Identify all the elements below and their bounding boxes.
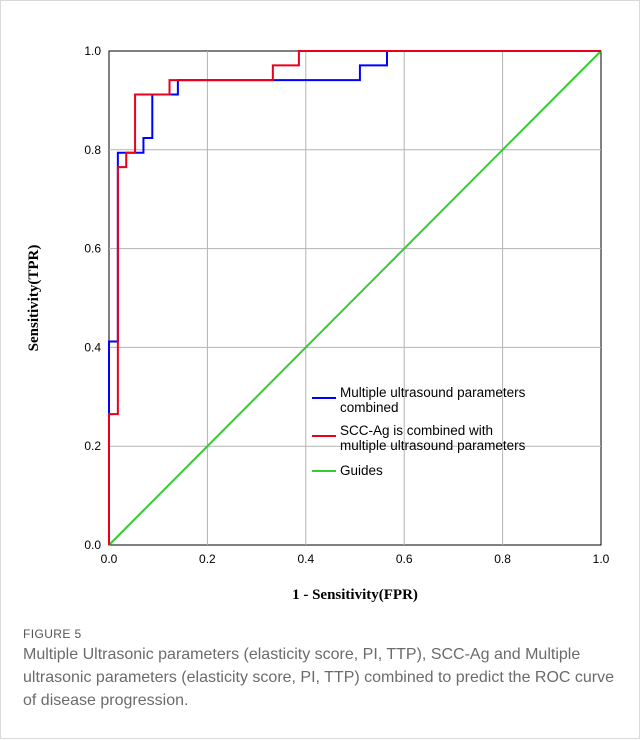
y-tick-label: 0.8 [84,143,101,157]
series-line-guides [108,50,602,546]
roc-chart: 0.0 0.2 0.4 0.6 0.8 1.0 0.0 0.2 0.4 0.6 0.8 1.0 1 -… [26,44,610,603]
x-tick-label: 0.4 [297,552,314,566]
figure-caption-text: Multiple Ultrasonic parameters (elastici… [23,646,615,709]
y-tick-label: 0.6 [84,242,101,256]
grid-lines [109,51,601,545]
y-tick-label: 0.2 [84,439,101,453]
x-tick-label: 0.6 [396,552,413,566]
legend: Multiple ultrasound parameters combined … [312,385,526,478]
legend-label-2a: SCC-Ag is combined with [340,423,493,438]
legend-label-2b: multiple ultrasound parameters [340,438,526,453]
y-tick-label: 0.4 [84,340,101,354]
series-line-multiple-ultrasound [108,50,601,545]
y-axis-title: Sensitivity(TPR) [26,245,42,352]
y-tick-label: 0.0 [84,538,101,552]
x-tick-label: 0.8 [494,552,511,566]
x-tick-label: 1.0 [593,552,610,566]
y-tick-label: 1.0 [84,44,101,58]
axis-ticks: 0.0 0.2 0.4 0.6 0.8 1.0 0.0 0.2 0.4 0.6 0.8 1.0 [84,44,609,566]
series-lines [108,50,602,546]
legend-label-1a: Multiple ultrasound parameters [340,385,526,400]
series-line-scc-ag-combined [108,50,601,545]
x-tick-label: 0.0 [101,552,118,566]
x-tick-label: 0.2 [199,552,216,566]
legend-label-1b: combined [340,400,399,415]
figure-caption: FIGURE 5 Multiple Ultrasonic parameters … [23,627,623,712]
figure-label: FIGURE 5 [23,627,82,641]
x-axis-title: 1 - Sensitivity(FPR) [292,587,418,603]
legend-label-3: Guides [340,463,383,478]
